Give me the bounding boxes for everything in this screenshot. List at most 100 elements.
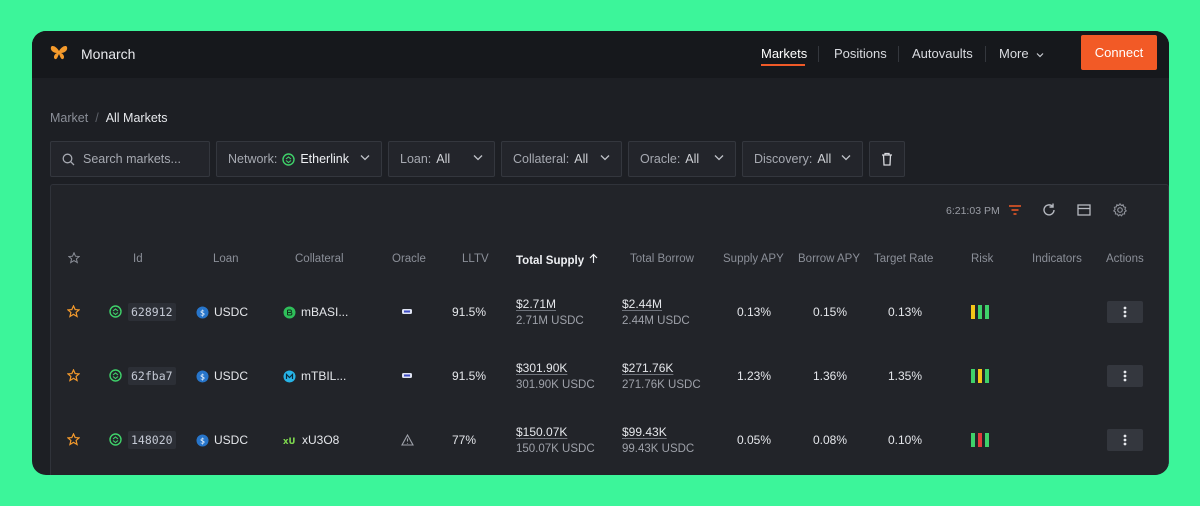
total-supply-usd: $150.07K xyxy=(516,425,568,439)
star-icon[interactable] xyxy=(67,305,80,318)
supply-apy-value: 0.05% xyxy=(737,433,772,447)
loan-asset: $ USDC xyxy=(196,369,248,383)
butterfly-logo-icon[interactable] xyxy=(50,45,68,61)
etherlink-icon xyxy=(109,369,122,382)
brand-name[interactable]: Monarch xyxy=(81,46,136,62)
risk-bar xyxy=(985,433,989,447)
loan-asset: $ USDC xyxy=(196,305,248,319)
discovery-filter[interactable]: Discovery: All xyxy=(742,141,863,177)
breadcrumb-all-markets: All Markets xyxy=(105,111,168,125)
breadcrumb-market[interactable]: Market xyxy=(50,111,89,125)
nav-more[interactable]: More xyxy=(999,46,1044,61)
usdc-icon: $ xyxy=(196,434,209,447)
col-header-total-borrow[interactable]: Total Borrow xyxy=(630,253,694,265)
risk-indicator xyxy=(971,369,989,383)
total-borrow-token: 99.43K USDC xyxy=(622,443,695,455)
collateral-asset: xU xU3O8 xyxy=(283,433,339,447)
col-header-loan[interactable]: Loan xyxy=(213,253,239,265)
risk-bar xyxy=(985,305,989,319)
col-header-borrow-apy[interactable]: Borrow APY xyxy=(798,253,860,265)
lltv-value: 91.5% xyxy=(452,369,487,383)
lltv-value: 91.5% xyxy=(452,305,487,319)
row-actions-button[interactable] xyxy=(1107,429,1143,451)
total-borrow-usd: $271.76K xyxy=(622,361,674,375)
total-supply-usd: $2.71M xyxy=(516,297,557,311)
star-icon[interactable] xyxy=(67,369,80,382)
chevron-down-icon xyxy=(841,155,851,161)
collateral-filter-label: Collateral: xyxy=(513,152,570,166)
etherlink-icon xyxy=(109,433,122,446)
svg-text:$: $ xyxy=(200,309,205,318)
mbasis-token-icon xyxy=(283,306,296,319)
collateral-filter-value: All xyxy=(574,152,589,166)
chevron-down-icon xyxy=(473,155,483,161)
col-header-oracle[interactable]: Oracle xyxy=(392,253,426,265)
risk-bar xyxy=(971,305,975,319)
col-header-supply-apy[interactable]: Supply APY xyxy=(723,253,784,265)
total-borrow-usd: $99.43K xyxy=(622,425,667,439)
risk-bar xyxy=(985,369,989,383)
nav-autovaults[interactable]: Autovaults xyxy=(912,46,973,61)
table-row[interactable]: 148020 $ USDC xU xU3O8 77% $150.07K 150.07… xyxy=(51,409,1169,473)
nav-more-label: More xyxy=(999,46,1029,61)
loan-asset: $ USDC xyxy=(196,433,248,447)
market-id[interactable]: 62fba7 xyxy=(128,367,176,385)
loan-filter-value: All xyxy=(436,152,451,166)
chevron-down-icon xyxy=(1036,52,1044,57)
connect-button[interactable]: Connect xyxy=(1081,35,1157,70)
table-row[interactable]: 628912 $ USDC mBASI... 91.5% $2.71M 2.71M… xyxy=(51,281,1169,345)
filter-icon[interactable] xyxy=(1007,202,1023,218)
risk-bar xyxy=(978,369,982,383)
nav-divider xyxy=(985,46,986,62)
arrow-up-icon xyxy=(589,253,598,263)
loan-filter[interactable]: Loan: All xyxy=(388,141,495,177)
total-borrow-token: 271.76K USDC xyxy=(622,379,701,391)
risk-bar xyxy=(971,433,975,447)
star-icon[interactable] xyxy=(67,433,80,446)
star-icon[interactable] xyxy=(68,252,80,264)
oracle-filter[interactable]: Oracle: All xyxy=(628,141,736,177)
collateral-filter[interactable]: Collateral: All xyxy=(501,141,622,177)
col-header-lltv[interactable]: LLTV xyxy=(462,253,489,265)
chevron-down-icon xyxy=(600,155,610,161)
col-header-total-supply-label: Total Supply xyxy=(516,255,585,267)
more-vertical-icon xyxy=(1123,434,1127,446)
risk-bar xyxy=(978,305,982,319)
lltv-value: 77% xyxy=(452,433,477,447)
gear-icon[interactable] xyxy=(1112,202,1128,218)
total-supply-token: 2.71M USDC xyxy=(516,315,584,327)
col-header-id[interactable]: Id xyxy=(133,253,143,265)
collateral-asset-label: mBASI... xyxy=(301,305,349,319)
market-id[interactable]: 148020 xyxy=(128,431,176,449)
target-rate-value: 0.10% xyxy=(888,433,923,447)
layout-icon[interactable] xyxy=(1076,202,1092,218)
col-header-indicators: Indicators xyxy=(1032,253,1082,265)
svg-text:$: $ xyxy=(200,373,205,382)
col-header-collateral[interactable]: Collateral xyxy=(295,253,344,265)
search-input[interactable]: Search markets... xyxy=(50,141,210,177)
market-id[interactable]: 628912 xyxy=(128,303,176,321)
row-actions-button[interactable] xyxy=(1107,301,1143,323)
nav-active-indicator xyxy=(761,64,805,66)
risk-bar xyxy=(978,433,982,447)
loan-filter-label: Loan: xyxy=(400,152,432,166)
table-row[interactable]: 62fba7 $ USDC mTBIL... 91.5% $301.90K 301… xyxy=(51,345,1169,409)
col-header-target-rate[interactable]: Target Rate xyxy=(874,253,934,265)
collateral-asset-label: mTBIL... xyxy=(301,369,347,383)
network-filter-value: Etherlink xyxy=(300,152,349,166)
nav-positions[interactable]: Positions xyxy=(834,46,887,61)
total-supply-usd: $301.90K xyxy=(516,361,568,375)
total-borrow-token: 2.44M USDC xyxy=(622,315,690,327)
app-window: Monarch Markets Positions Autovaults Mor… xyxy=(32,31,1169,475)
more-vertical-icon xyxy=(1123,370,1127,382)
clear-filters-button[interactable] xyxy=(869,141,905,177)
col-header-risk[interactable]: Risk xyxy=(971,253,994,265)
total-supply-token: 301.90K USDC xyxy=(516,379,595,391)
nav-markets[interactable]: Markets xyxy=(761,46,808,61)
col-header-total-supply[interactable]: Total Supply xyxy=(516,253,598,267)
search-placeholder: Search markets... xyxy=(83,152,181,166)
row-actions-button[interactable] xyxy=(1107,365,1143,387)
refresh-icon[interactable] xyxy=(1041,202,1057,218)
nav-divider xyxy=(898,46,899,62)
network-filter[interactable]: Network: Etherlink xyxy=(216,141,382,177)
